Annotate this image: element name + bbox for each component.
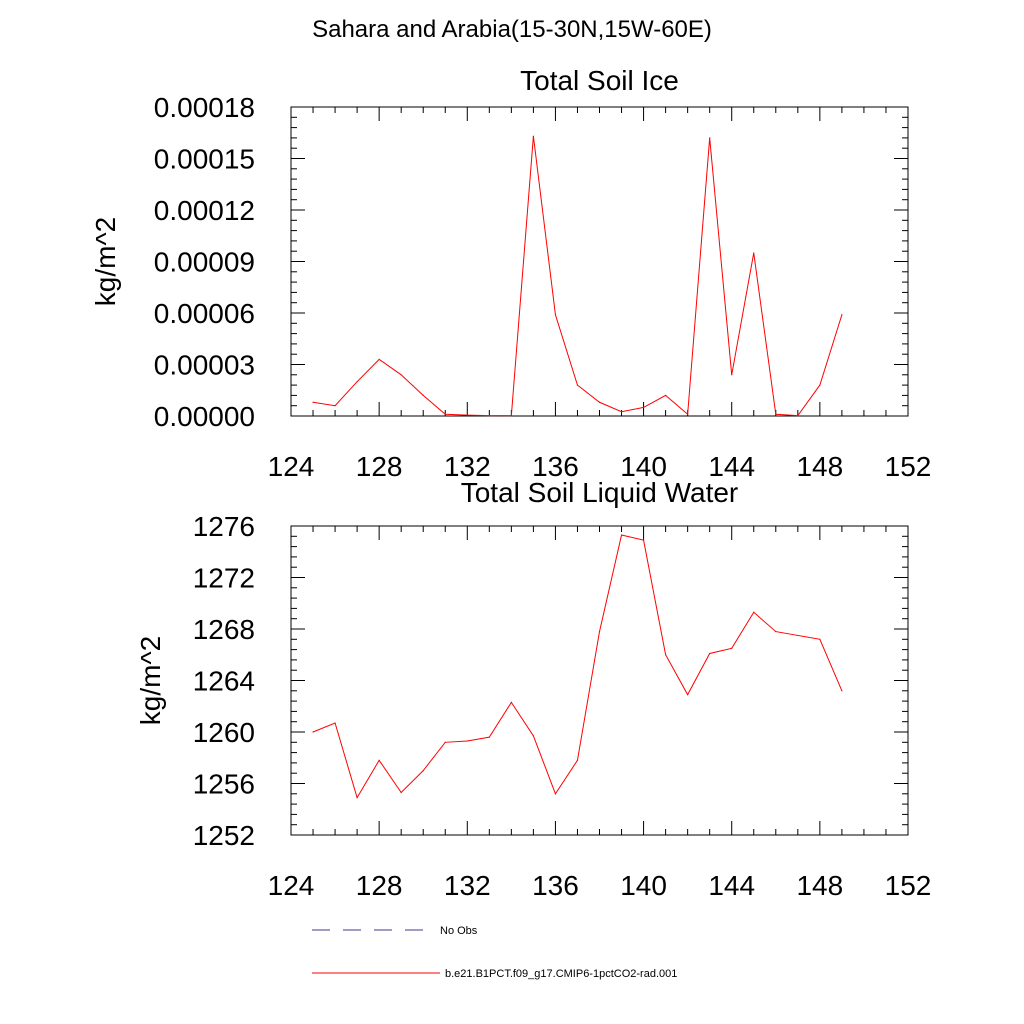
data-point [378, 759, 380, 761]
legend-model-label: b.e21.B1PCT.f09_g17.CMIP6-1pctCO2-rad.00… [445, 968, 677, 980]
y-axis-label: kg/m^2 [90, 217, 121, 306]
data-point [841, 690, 843, 692]
y-tick-label: 0.00006 [154, 298, 255, 329]
data-point [444, 741, 446, 743]
y-tick-label: 1272 [193, 563, 255, 594]
legend: No Obs b.e21.B1PCT.f09_g17.CMIP6-1pctCO2-… [312, 925, 677, 980]
x-tick-label: 128 [356, 451, 403, 482]
plot-frame [290, 525, 909, 836]
data-point [841, 314, 843, 316]
data-point [532, 735, 534, 737]
y-tick-label: 1252 [193, 820, 255, 851]
data-point [753, 611, 755, 613]
data-point [797, 634, 799, 637]
x-tick-label: 124 [268, 451, 315, 482]
data-point [466, 740, 468, 742]
data-point [797, 415, 799, 417]
data-point [356, 381, 358, 383]
x-tick-label: 144 [708, 451, 755, 482]
x-tick-label: 140 [620, 451, 667, 482]
y-tick-label: 1276 [193, 511, 255, 542]
data-point [488, 415, 490, 417]
plot-frame [290, 106, 909, 417]
data-point [378, 358, 380, 360]
data-point [642, 539, 645, 541]
data-point [312, 401, 314, 403]
data-point [642, 406, 645, 409]
figure-title: Sahara and Arabia(15-30N,15W-60E) [312, 16, 712, 43]
data-point [422, 394, 424, 396]
y-tick-label: 1256 [193, 769, 255, 800]
data-point [620, 411, 623, 413]
panel-1: Total Soil Ice 124 128 132 136 140 144 148 152 0.… [90, 65, 931, 482]
data-point [819, 638, 821, 640]
data-point [400, 791, 402, 794]
data-point [334, 722, 336, 724]
x-tick-label: 132 [444, 451, 491, 482]
chart-panels: Total Soil Ice 124 128 132 136 140 144 148 152 0.… [90, 65, 931, 901]
data-point [620, 534, 623, 536]
data-point [576, 384, 579, 386]
x-tick-label: 140 [620, 870, 667, 901]
data-point [753, 252, 755, 254]
y-tick-label: 1268 [193, 614, 255, 645]
data-point [444, 413, 446, 415]
data-point [598, 401, 601, 403]
data-point [488, 736, 490, 738]
data-point [422, 770, 424, 772]
data-point [598, 630, 601, 633]
x-tick-label: 132 [444, 870, 491, 901]
data-point [400, 374, 402, 376]
panel-title: Total Soil Ice [520, 65, 679, 96]
data-point [665, 394, 667, 396]
x-tick-label: 152 [885, 451, 932, 482]
data-point [665, 654, 667, 656]
data-point [709, 652, 711, 655]
y-tick-label: 0.00015 [154, 144, 255, 175]
x-tick-label: 152 [885, 870, 932, 901]
panel-2: Total Soil Liquid Water 124 128 132 136 140 14… [135, 477, 931, 901]
y-tick-label: 1264 [193, 666, 255, 697]
data-point [775, 630, 777, 633]
data-point [576, 759, 579, 761]
data-point [554, 314, 557, 316]
data-point [709, 137, 711, 139]
y-tick-label: 0.00003 [154, 350, 255, 381]
data-point [510, 701, 512, 703]
y-tick-label: 0.00000 [154, 401, 255, 432]
data-point [312, 731, 314, 733]
data-point [554, 793, 557, 795]
x-tick-label: 136 [532, 870, 579, 901]
x-tick-label: 148 [796, 870, 843, 901]
x-tick-label: 124 [268, 870, 315, 901]
series-line [312, 534, 843, 799]
data-point [466, 414, 468, 416]
data-point [731, 374, 733, 376]
data-point [819, 384, 821, 386]
y-tick-label: 1260 [193, 717, 255, 748]
y-tick-label: 0.00012 [154, 195, 255, 226]
panel-title: Total Soil Liquid Water [461, 477, 739, 508]
data-point [356, 797, 358, 799]
data-point [510, 415, 512, 417]
data-point [731, 647, 733, 649]
x-tick-label: 136 [532, 451, 579, 482]
data-point [687, 413, 689, 415]
data-point [687, 694, 689, 696]
x-tick-label: 148 [796, 451, 843, 482]
y-tick-label: 0.00009 [154, 247, 255, 278]
legend-obs-label: No Obs [440, 925, 478, 937]
x-tick-label: 144 [708, 870, 755, 901]
series-line [312, 136, 843, 417]
x-tick-label: 128 [356, 870, 403, 901]
data-point [775, 413, 777, 415]
data-point [334, 405, 336, 407]
data-point [532, 135, 534, 137]
y-axis-label: kg/m^2 [135, 636, 166, 725]
y-tick-label: 0.00018 [154, 92, 255, 123]
